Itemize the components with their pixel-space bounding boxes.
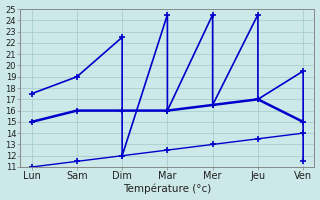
- X-axis label: Température (°c): Température (°c): [123, 184, 212, 194]
